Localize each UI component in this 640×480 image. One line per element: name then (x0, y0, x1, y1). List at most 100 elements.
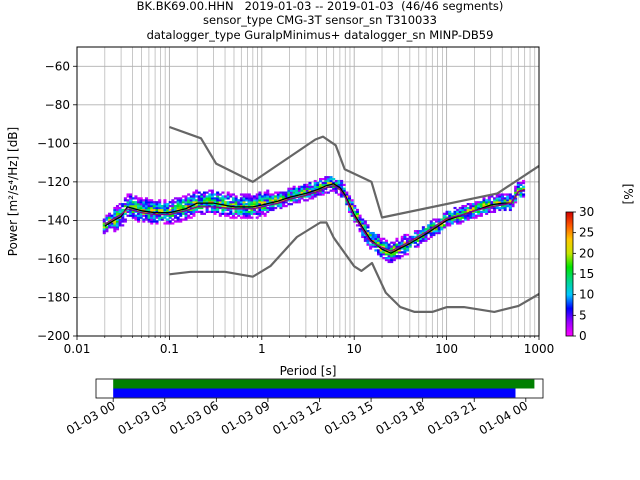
psd-cell (142, 201, 146, 204)
psd-cell (160, 216, 164, 219)
psd-cell (292, 199, 296, 202)
psd-cell (490, 195, 494, 198)
psd-cell (392, 243, 396, 246)
psd-cell (395, 237, 399, 240)
psd-cell (187, 216, 191, 219)
psd-cell (129, 210, 133, 213)
psd-cell (448, 224, 452, 227)
psd-cell (432, 222, 436, 225)
psd-cell (255, 210, 259, 213)
psd-cell (192, 212, 196, 215)
psd-cell (511, 203, 515, 206)
psd-cell (168, 201, 172, 204)
y-tick-label: −100 (37, 136, 70, 150)
psd-cell (345, 191, 349, 194)
psd-cell (440, 218, 444, 221)
psd-cell (189, 201, 193, 204)
psd-cell (390, 255, 394, 258)
psd-cell (271, 206, 275, 210)
psd-cell (242, 206, 246, 210)
psd-cell (255, 203, 259, 206)
psd-cell (371, 239, 375, 242)
psd-cell (313, 193, 317, 196)
psd-cell (295, 199, 299, 202)
psd-cell (163, 203, 167, 206)
psd-cell (395, 239, 399, 242)
psd-cell (382, 245, 386, 248)
psd-cell (115, 220, 119, 223)
psd-cell (471, 208, 475, 212)
psd-cell (176, 203, 180, 206)
psd-cell (458, 220, 462, 223)
psd-cell (171, 201, 175, 204)
psd-cell (271, 204, 275, 208)
psd-cell (187, 214, 191, 217)
psd-cell (150, 218, 154, 221)
psd-cell (221, 203, 225, 206)
psd-cell (369, 245, 373, 248)
psd-cell (384, 243, 388, 246)
psd-cell (144, 197, 148, 200)
psd-cell (371, 233, 375, 237)
psd-cell (231, 206, 236, 210)
psd-cell (166, 212, 170, 215)
psd-cell (493, 197, 497, 200)
psd-cell (358, 218, 362, 221)
psd-cell (195, 195, 199, 198)
psd-cell (392, 241, 396, 244)
psd-cell (229, 210, 233, 213)
psd-cell (105, 226, 109, 229)
psd-cell (366, 224, 370, 227)
psd-cell (158, 206, 162, 210)
psd-cell (387, 245, 391, 248)
psd-cell (263, 206, 267, 210)
psd-cell (171, 203, 175, 206)
psd-cell (187, 197, 191, 200)
psd-cell (287, 195, 291, 198)
series-lines (104, 125, 540, 313)
psd-cell (324, 183, 328, 187)
psd-cell (113, 226, 117, 229)
psd-cell (250, 204, 254, 208)
psd-cell (284, 195, 288, 198)
psd-cell (239, 210, 243, 213)
psd-cell (406, 249, 410, 252)
psd-cell (205, 199, 209, 202)
psd-cell (253, 210, 257, 213)
psd-cell (384, 249, 388, 252)
psd-cell (231, 193, 236, 196)
psd-cell (192, 208, 196, 212)
psd-cell (176, 218, 180, 221)
psd-cell (448, 210, 452, 213)
psd-cell (522, 189, 526, 192)
psd-cell (205, 210, 209, 213)
psd-cell (464, 214, 468, 217)
psd-cell (253, 203, 257, 206)
psd-cell (305, 189, 309, 192)
psd-cell (424, 231, 428, 235)
psd-cell (421, 228, 425, 231)
timeline-tick-label: 01-03 12 (270, 398, 324, 437)
psd-cell (348, 199, 352, 202)
psd-cell (205, 195, 209, 198)
psd-cell (192, 204, 196, 208)
psd-cell (197, 197, 201, 200)
psd-cell (398, 249, 402, 252)
psd-cell (245, 195, 249, 198)
psd-cell (216, 199, 220, 202)
psd-cell (371, 237, 375, 240)
psd-cell (466, 214, 470, 217)
psd-cell (490, 210, 494, 213)
psd-cell (522, 181, 526, 185)
psd-cell (171, 222, 175, 225)
psd-cell (173, 206, 177, 210)
psd-cell (216, 208, 220, 212)
psd-cell (498, 197, 502, 200)
psd-cell (205, 208, 209, 212)
psd-cell (155, 212, 159, 215)
psd-cell (408, 245, 412, 248)
psd-cell (142, 199, 146, 202)
psd-cell (163, 216, 167, 219)
psd-cell (282, 197, 286, 200)
psd-cell (176, 206, 180, 210)
